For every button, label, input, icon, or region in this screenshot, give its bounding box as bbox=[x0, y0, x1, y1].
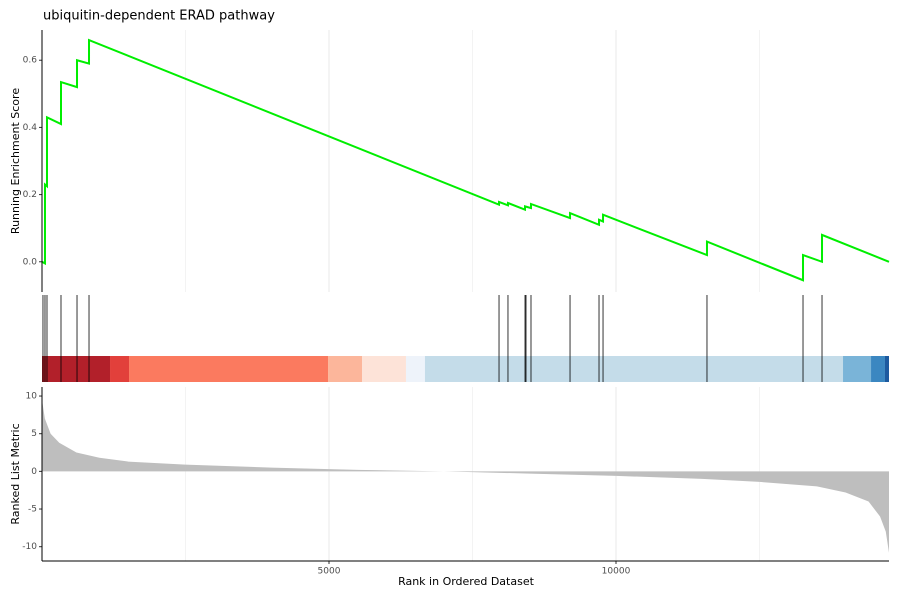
y-tick-label: 0.4 bbox=[23, 123, 38, 133]
y-tick-label: 0.2 bbox=[23, 190, 37, 200]
y-tick-label: -5 bbox=[28, 505, 37, 515]
color-segment bbox=[129, 356, 329, 382]
color-segment bbox=[328, 356, 363, 382]
color-segment bbox=[871, 356, 885, 382]
color-segment bbox=[843, 356, 872, 382]
x-tick-label: 10000 bbox=[602, 567, 631, 577]
y-tick-label: 0.0 bbox=[23, 257, 38, 267]
y-tick-label: 10 bbox=[26, 392, 38, 402]
y-axis-label: Running Enrichment Score bbox=[9, 88, 22, 234]
color-segment bbox=[405, 356, 425, 382]
color-segment bbox=[110, 356, 130, 382]
metric-area bbox=[42, 399, 889, 553]
x-tick-label: 5000 bbox=[318, 567, 341, 577]
color-segment bbox=[362, 356, 406, 382]
y-axis-label: Ranked List Metric bbox=[9, 423, 22, 524]
enrichment-line bbox=[41, 38, 890, 282]
y-tick-label: 5 bbox=[31, 429, 37, 439]
y-tick-label: 0.6 bbox=[23, 56, 38, 66]
color-segment bbox=[42, 356, 111, 382]
x-axis-label: Rank in Ordered Dataset bbox=[398, 575, 535, 588]
color-segment bbox=[884, 356, 889, 382]
y-tick-label: 0 bbox=[31, 467, 37, 477]
color-segment bbox=[424, 356, 844, 382]
y-tick-label: -10 bbox=[22, 542, 37, 552]
chart-title: ubiquitin-dependent ERAD pathway bbox=[43, 9, 275, 24]
